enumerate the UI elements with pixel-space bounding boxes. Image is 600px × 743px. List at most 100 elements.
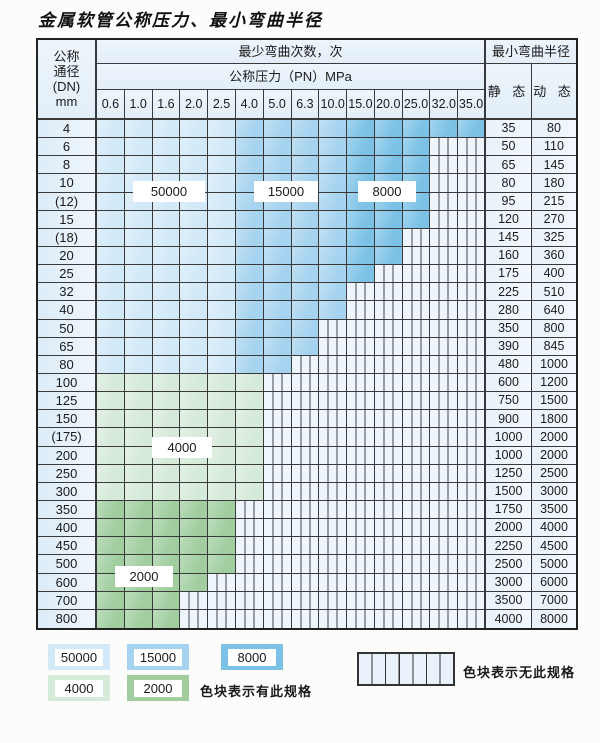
pressure-cell bbox=[402, 337, 431, 356]
pressure-cell bbox=[430, 138, 459, 157]
pressure-cell bbox=[180, 246, 209, 266]
pressure-cell bbox=[319, 138, 348, 157]
pressure-cell bbox=[319, 464, 348, 483]
pressure-cell bbox=[208, 609, 236, 628]
pressure-cell bbox=[235, 482, 264, 501]
pressure-cell bbox=[208, 192, 236, 211]
pressure-cell bbox=[430, 174, 459, 193]
pressure-cell bbox=[97, 319, 125, 338]
pressure-cell bbox=[347, 573, 375, 592]
pressure-cell bbox=[152, 301, 181, 320]
static-cell: 2250 bbox=[486, 537, 532, 556]
pressure-cell bbox=[374, 120, 403, 139]
dn-cell: 80 bbox=[38, 355, 97, 374]
pressure-cell bbox=[124, 138, 153, 157]
dynamic-cell: 1500 bbox=[532, 392, 576, 411]
pressure-cell bbox=[402, 210, 431, 229]
pressure-cell bbox=[208, 428, 236, 447]
pressure-cell bbox=[124, 500, 153, 520]
dynamic-cell: 845 bbox=[532, 337, 576, 356]
pressure-cell bbox=[263, 120, 292, 139]
pressure-cell bbox=[347, 373, 375, 393]
pressure-cell bbox=[291, 609, 320, 628]
pressure-cell bbox=[152, 392, 181, 411]
pressure-cell bbox=[458, 210, 486, 229]
pressure-cell bbox=[152, 337, 181, 356]
pressure-cell bbox=[235, 609, 264, 628]
pressure-cell bbox=[458, 156, 486, 175]
pressure-cell bbox=[347, 410, 375, 429]
pressure-cell bbox=[208, 210, 236, 229]
pressure-cell bbox=[430, 573, 459, 592]
pressure-cell bbox=[458, 373, 486, 393]
overlay-label-2000: 2000 bbox=[115, 566, 173, 587]
pressure-cell bbox=[124, 265, 153, 284]
pressure-cell bbox=[402, 138, 431, 157]
dynamic-cell: 270 bbox=[532, 210, 576, 229]
overlay-label-50000: 50000 bbox=[133, 181, 205, 202]
pressure-cell bbox=[458, 138, 486, 157]
pressure-cell bbox=[319, 156, 348, 175]
pressure-cell bbox=[347, 464, 375, 483]
pressure-cell bbox=[208, 410, 236, 429]
pressure-cell bbox=[208, 519, 236, 538]
pressure-cell bbox=[458, 355, 486, 374]
pressure-cell bbox=[458, 337, 486, 356]
pressure-cell bbox=[235, 246, 264, 266]
pressure-cell bbox=[458, 174, 486, 193]
legend-swatch-label: 4000 bbox=[55, 679, 103, 697]
pressure-cell bbox=[263, 519, 292, 538]
pressure-cell bbox=[263, 138, 292, 157]
static-cell: 390 bbox=[486, 337, 532, 356]
pressure-cell bbox=[347, 210, 375, 229]
pressure-cell bbox=[263, 428, 292, 447]
page-title: 金属软管公称压力、最小弯曲半径 bbox=[38, 11, 323, 31]
pressure-cell bbox=[458, 410, 486, 429]
pressure-cell bbox=[263, 373, 292, 393]
pressure-cell bbox=[208, 537, 236, 556]
pressure-cell bbox=[374, 609, 403, 628]
pressure-header-cell: 6.3 bbox=[291, 90, 320, 120]
pressure-header-cell: 32.0 bbox=[430, 90, 459, 120]
pressure-cell bbox=[347, 591, 375, 610]
pressure-header-cell: 4.0 bbox=[235, 90, 264, 120]
static-cell: 120 bbox=[486, 210, 532, 229]
dn-cell: 800 bbox=[38, 609, 97, 628]
dynamic-cell: 6000 bbox=[532, 573, 576, 592]
pressure-cell bbox=[319, 482, 348, 501]
pressure-cell bbox=[458, 573, 486, 592]
pressure-cell bbox=[124, 446, 153, 465]
pressure-cell bbox=[124, 482, 153, 501]
pressure-cell bbox=[402, 246, 431, 266]
pressure-cell bbox=[180, 591, 209, 610]
static-cell: 2500 bbox=[486, 555, 532, 574]
pressure-cell bbox=[180, 500, 209, 520]
pressure-cell bbox=[208, 174, 236, 193]
pressure-cell bbox=[235, 319, 264, 338]
pressure-cell bbox=[97, 156, 125, 175]
static-cell: 80 bbox=[486, 174, 532, 193]
pressure-header-cell: 35.0 bbox=[458, 90, 486, 120]
pressure-cell bbox=[208, 283, 236, 302]
pressure-cell bbox=[97, 174, 125, 193]
static-cell: 480 bbox=[486, 355, 532, 374]
dn-cell: 600 bbox=[38, 573, 97, 592]
pressure-cell bbox=[235, 156, 264, 175]
pressure-cell bbox=[180, 210, 209, 229]
legend-swatch-label: 2000 bbox=[134, 679, 182, 697]
pressure-cell bbox=[319, 410, 348, 429]
pressure-cell bbox=[291, 555, 320, 574]
pressure-cell bbox=[291, 156, 320, 175]
pressure-cell bbox=[291, 246, 320, 266]
pressure-cell bbox=[347, 537, 375, 556]
pressure-cell bbox=[180, 410, 209, 429]
pressure-cell bbox=[374, 392, 403, 411]
pressure-cell bbox=[152, 228, 181, 247]
dn-header-line: 公称 bbox=[53, 49, 80, 64]
pressure-cell bbox=[124, 373, 153, 393]
static-cell: 1250 bbox=[486, 464, 532, 483]
static-cell: 1500 bbox=[486, 482, 532, 501]
dn-cell: 50 bbox=[38, 319, 97, 338]
legend-swatch-50000: 50000 bbox=[48, 644, 110, 670]
pressure-cell bbox=[180, 319, 209, 338]
